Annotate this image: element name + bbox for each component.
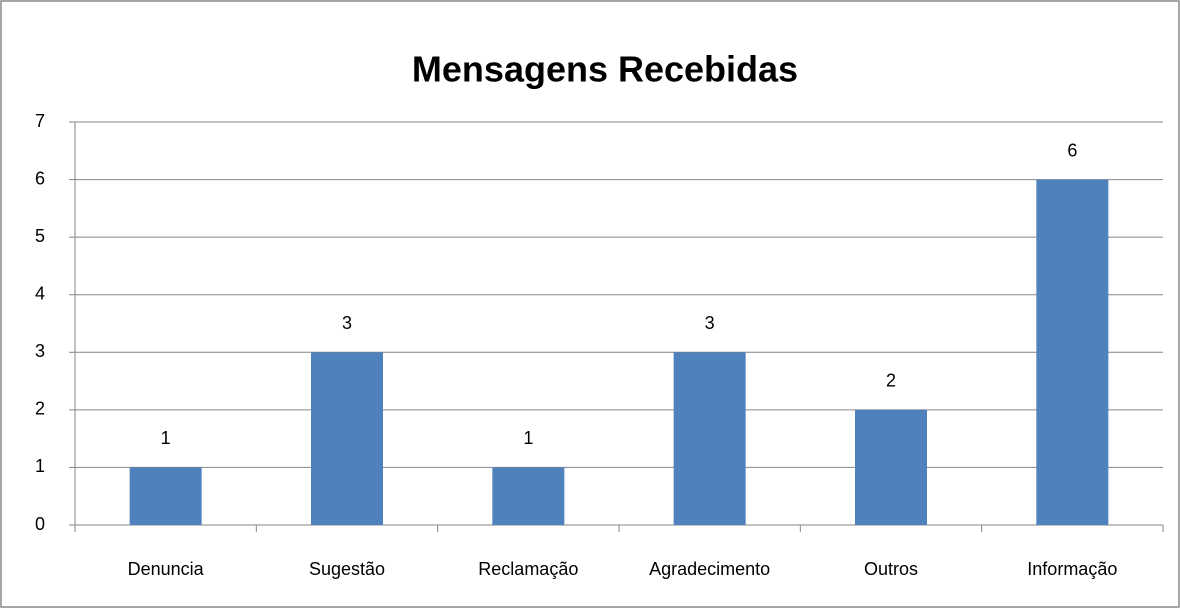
data-label: 1 <box>523 428 533 448</box>
data-label: 3 <box>342 313 352 333</box>
bar <box>129 467 202 525</box>
y-tick-label: 0 <box>35 514 45 534</box>
data-label: 6 <box>1067 140 1077 160</box>
x-tick-label: Denuncia <box>128 559 205 579</box>
y-tick-label: 2 <box>35 399 45 419</box>
y-tick-label: 6 <box>35 168 45 188</box>
y-tick-label: 5 <box>35 226 45 246</box>
y-tick-label: 3 <box>35 341 45 361</box>
chart-title: Mensagens Recebidas <box>412 49 798 90</box>
x-tick-label: Outros <box>864 559 918 579</box>
data-label: 2 <box>886 371 896 391</box>
bar <box>1036 179 1109 526</box>
x-tick-label: Reclamação <box>478 559 578 579</box>
y-tick-label: 1 <box>35 456 45 476</box>
bar <box>855 409 927 525</box>
x-tick-label: Informação <box>1027 559 1117 579</box>
y-tick-label: 4 <box>35 283 45 303</box>
bar <box>311 352 383 525</box>
x-tick-label: Agradecimento <box>649 559 770 579</box>
bar <box>673 352 746 525</box>
x-tick-label: Sugestão <box>309 559 385 579</box>
data-label: 3 <box>705 313 715 333</box>
y-tick-label: 7 <box>35 111 45 131</box>
data-label: 1 <box>161 428 171 448</box>
bar <box>492 467 565 525</box>
